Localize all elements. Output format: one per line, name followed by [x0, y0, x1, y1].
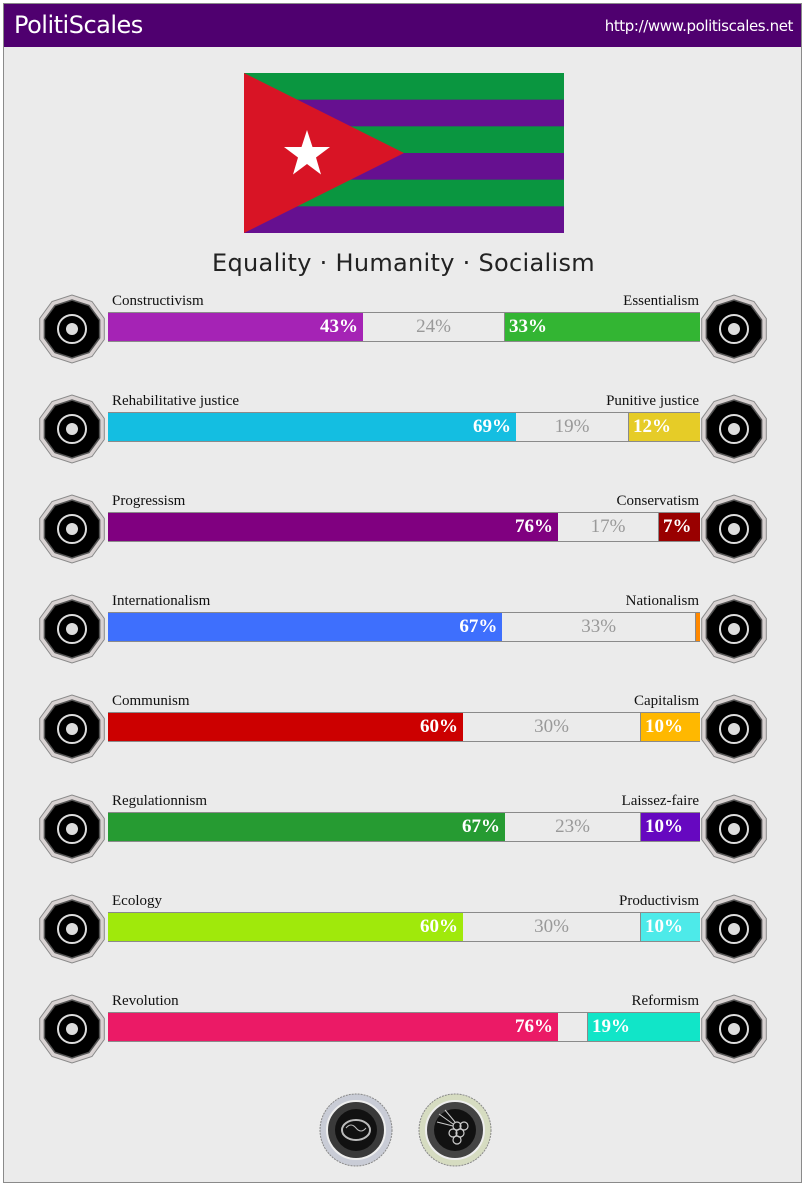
- left-axis-label: Constructivism: [112, 293, 204, 309]
- right-value: 10%: [641, 913, 700, 941]
- axis-row: Regulationnism Laissez-faire 67% 23% 10%: [4, 793, 803, 873]
- left-value: 43%: [108, 313, 363, 341]
- left-value: 67%: [108, 613, 503, 641]
- neutral-value: 30%: [463, 913, 641, 941]
- right-axis-label: Productivism: [618, 893, 699, 909]
- axis-row: Internationalism Nationalism 67% 33%: [4, 593, 803, 673]
- left-axis-label: Internationalism: [112, 593, 211, 609]
- neutral-value: 24%: [363, 313, 505, 341]
- neutral-value: 17%: [558, 513, 659, 541]
- ruler-magnifier-icon: [36, 793, 108, 865]
- axis-bar: 67% 33%: [108, 612, 700, 642]
- axis-row: Ecology Productivism 60% 30% 10%: [4, 893, 803, 973]
- left-value: 60%: [108, 913, 463, 941]
- raised-fist-icon: [36, 993, 108, 1065]
- badges-row: [4, 1092, 803, 1172]
- right-axis-label: Conservatism: [616, 493, 700, 509]
- quill-pen-icon: [698, 493, 770, 565]
- right-axis-label: Laissez-faire: [621, 793, 699, 809]
- right-value: 33%: [505, 313, 700, 341]
- neutral-value: 30%: [463, 713, 641, 741]
- axis-bar: 76% 17% 7%: [108, 512, 700, 542]
- left-axis-label: Progressism: [112, 493, 186, 509]
- axis-bar: 60% 30% 10%: [108, 712, 700, 742]
- right-axis-label: Essentialism: [623, 293, 699, 309]
- handshake-icon: [36, 393, 108, 465]
- gear-icon: [698, 893, 770, 965]
- money-bag-icon: [698, 693, 770, 765]
- left-axis-label: Regulationnism: [112, 793, 207, 809]
- axis-bar: 76% 19%: [108, 1012, 700, 1042]
- left-axis-label: Rehabilitative justice: [112, 393, 240, 409]
- sailboat-icon: [698, 993, 770, 1065]
- left-value: 67%: [108, 813, 505, 841]
- axis-bar: 60% 30% 10%: [108, 912, 700, 942]
- brain-seal-icon: [319, 1093, 393, 1167]
- globe-laurel-icon: [36, 593, 108, 665]
- axis-row: Progressism Conservatism 76% 17% 7%: [4, 493, 803, 573]
- axis-bar: 69% 19% 12%: [108, 412, 700, 442]
- axis-row: Constructivism Essentialism 43% 24% 33%: [4, 293, 803, 373]
- header-bar: PolitiScales http://www.politiscales.net: [4, 4, 801, 47]
- right-value: 19%: [588, 1013, 700, 1041]
- right-axis-label: Capitalism: [634, 693, 699, 709]
- right-axis-label: Punitive justice: [606, 393, 699, 409]
- left-axis-label: Communism: [112, 693, 190, 709]
- sprout-icon: [36, 893, 108, 965]
- brand-title[interactable]: PolitiScales: [14, 11, 143, 39]
- butterfly-icon: [698, 793, 770, 865]
- flower-icon: [698, 293, 770, 365]
- rocket-icon: [36, 493, 108, 565]
- axis-row: Revolution Reformism 76% 19%: [4, 993, 803, 1073]
- flag-image: [244, 73, 564, 233]
- left-axis-label: Ecology: [112, 893, 162, 909]
- neutral-value: 23%: [505, 813, 641, 841]
- grapes-seal-icon: [418, 1093, 492, 1167]
- right-value: 10%: [641, 713, 700, 741]
- axis-row: Communism Capitalism 60% 30% 10%: [4, 693, 803, 773]
- axis-bar: 43% 24% 33%: [108, 312, 700, 342]
- motto-text: Equality · Humanity · Socialism: [212, 249, 595, 277]
- neutral-value: 19%: [516, 413, 629, 441]
- left-value: 60%: [108, 713, 463, 741]
- page-frame: PolitiScales http://www.politiscales.net…: [3, 3, 802, 1183]
- neutral-value: [558, 1013, 588, 1041]
- hammer-sickle-icon: [36, 693, 108, 765]
- eye-icon: [36, 293, 108, 365]
- right-axis-label: Reformism: [631, 993, 700, 1009]
- site-url-link[interactable]: http://www.politiscales.net: [604, 17, 794, 35]
- right-value: 7%: [659, 513, 700, 541]
- prison-bars-icon: [698, 393, 770, 465]
- left-axis-label: Revolution: [112, 993, 179, 1009]
- right-value: 12%: [629, 413, 700, 441]
- waving-flag-icon: [698, 593, 770, 665]
- right-axis-label: Nationalism: [625, 593, 699, 609]
- axis-row: Rehabilitative justice Punitive justice 69…: [4, 393, 803, 473]
- neutral-value: 33%: [502, 613, 696, 641]
- right-value: 10%: [641, 813, 700, 841]
- left-value: 76%: [108, 1013, 558, 1041]
- right-value: [696, 613, 700, 641]
- left-value: 69%: [108, 413, 516, 441]
- left-value: 76%: [108, 513, 558, 541]
- axis-bar: 67% 23% 10%: [108, 812, 700, 842]
- star-icon: [284, 130, 330, 175]
